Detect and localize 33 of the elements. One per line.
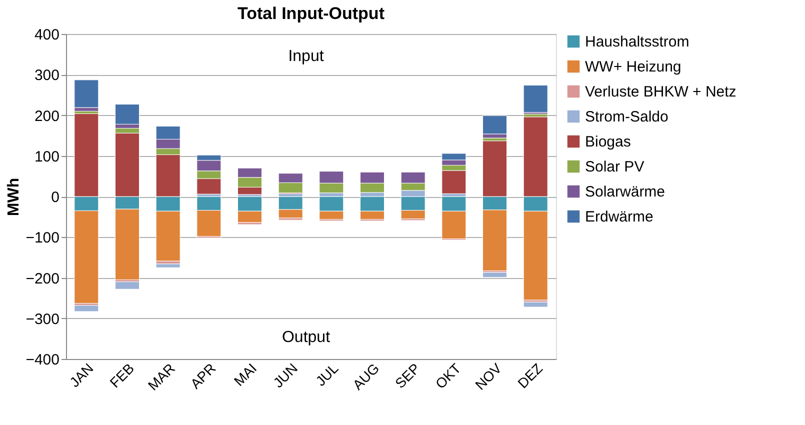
bar [115,104,140,124]
bar [74,305,99,312]
bar [74,80,99,108]
annotation: Output [282,329,331,346]
x-tick-label: JUL [312,360,342,390]
legend-label: Verluste BHKW + Netz [585,84,736,100]
legend-label: Erdwärme [585,208,654,226]
bar [523,302,548,308]
legend-label: Strom-Saldo [585,108,668,126]
legend-label: Solarwärme [585,184,666,200]
y-tick-label: 0 [51,189,60,206]
x-tick-label: SEP [392,360,423,392]
annotation: Input [288,48,324,65]
bar [156,264,180,268]
bar [523,84,548,113]
x-tick-label: MAI [230,360,260,389]
bar [115,282,140,290]
legend-label: Biogas [585,134,631,150]
y-tick-label: 100 [34,148,60,166]
y-tick-label: −100 [26,230,60,247]
legend-label: WW+ Heizung [585,58,682,76]
y-tick-label: 300 [34,67,60,84]
bar [482,115,507,134]
y-tick-label: 400 [34,26,60,44]
y-tick-label: −400 [26,352,60,368]
chart-title: Total Input-Output [238,4,385,23]
y-tick-label: 200 [34,108,60,125]
legend-label: Solar PV [585,158,644,176]
y-tick-label: −200 [26,270,60,288]
x-tick-label: FEB [106,360,138,391]
y-axis-title: MWh [6,178,23,216]
legend-label: Haushaltsstrom [585,34,690,50]
y-tick-label: −300 [26,310,60,328]
